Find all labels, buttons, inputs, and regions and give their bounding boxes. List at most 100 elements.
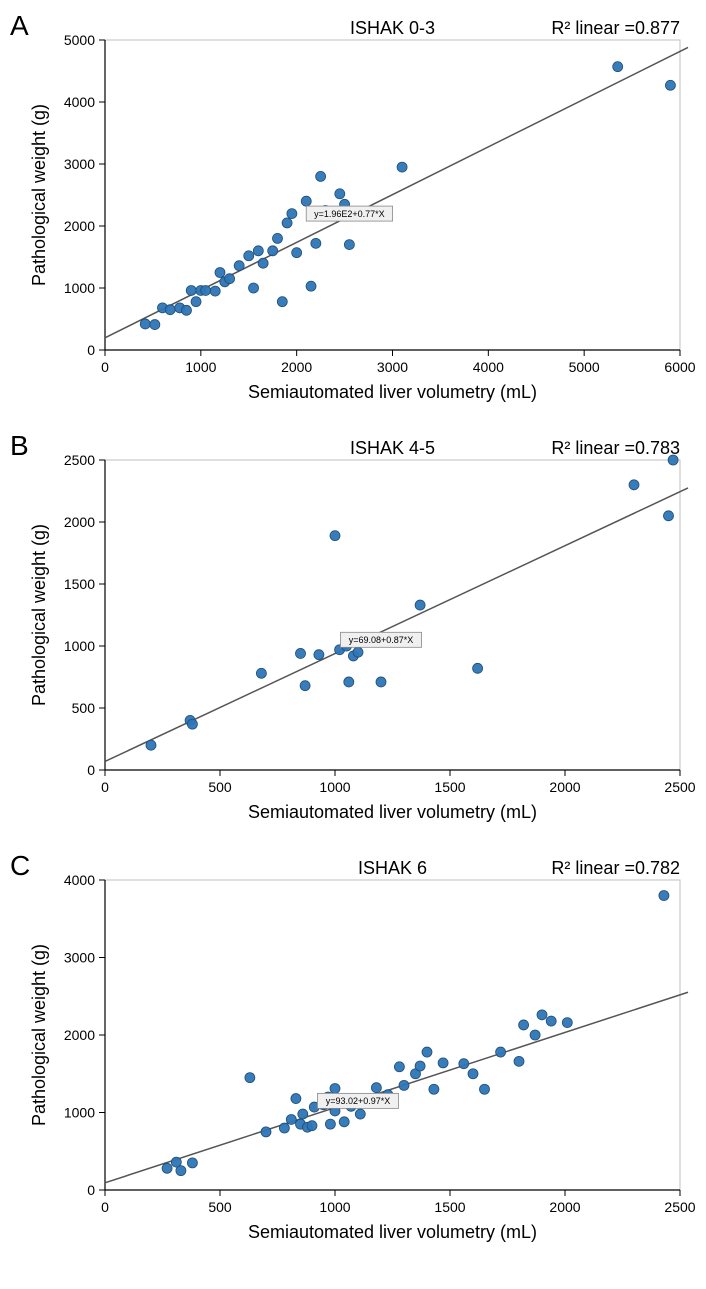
data-point bbox=[514, 1056, 524, 1066]
r-squared-label: R² linear =0.782 bbox=[551, 858, 680, 878]
data-point bbox=[282, 218, 292, 228]
data-point bbox=[664, 511, 674, 521]
data-point bbox=[459, 1059, 469, 1069]
data-point bbox=[629, 480, 639, 490]
data-point bbox=[234, 261, 244, 271]
data-point bbox=[201, 285, 211, 295]
data-point bbox=[339, 1117, 349, 1127]
data-point bbox=[253, 246, 263, 256]
x-tick-label: 3000 bbox=[377, 359, 408, 375]
data-point bbox=[480, 1084, 490, 1094]
data-point bbox=[187, 719, 197, 729]
y-tick-label: 1000 bbox=[64, 1105, 95, 1121]
data-point bbox=[245, 1073, 255, 1083]
y-axis-label: Pathological weight (g) bbox=[29, 524, 49, 706]
data-point bbox=[353, 647, 363, 657]
data-point bbox=[665, 80, 675, 90]
data-point bbox=[300, 681, 310, 691]
x-tick-label: 1000 bbox=[185, 359, 216, 375]
y-tick-label: 3000 bbox=[64, 950, 95, 966]
data-point bbox=[306, 281, 316, 291]
data-point bbox=[298, 1109, 308, 1119]
x-tick-label: 2000 bbox=[549, 1199, 580, 1215]
y-tick-label: 2000 bbox=[64, 218, 95, 234]
x-axis-label: Semiautomated liver volumetry (mL) bbox=[248, 802, 537, 822]
y-tick-label: 1500 bbox=[64, 576, 95, 592]
data-point bbox=[261, 1127, 271, 1137]
data-point bbox=[613, 62, 623, 72]
x-axis-label: Semiautomated liver volumetry (mL) bbox=[248, 382, 537, 402]
x-tick-label: 0 bbox=[101, 1199, 109, 1215]
data-point bbox=[537, 1010, 547, 1020]
data-point bbox=[140, 319, 150, 329]
data-point bbox=[344, 677, 354, 687]
x-tick-label: 500 bbox=[208, 1199, 232, 1215]
y-tick-label: 1000 bbox=[64, 638, 95, 654]
x-tick-label: 500 bbox=[208, 779, 232, 795]
data-point bbox=[187, 1158, 197, 1168]
x-tick-label: 4000 bbox=[473, 359, 504, 375]
x-tick-label: 2000 bbox=[549, 779, 580, 795]
data-point bbox=[165, 305, 175, 315]
data-point bbox=[301, 196, 311, 206]
chart-panel-c: C0500100015002000250001000200030004000y=… bbox=[10, 850, 696, 1250]
data-point bbox=[256, 668, 266, 678]
x-tick-label: 1000 bbox=[319, 779, 350, 795]
x-tick-label: 2500 bbox=[664, 779, 695, 795]
data-point bbox=[316, 171, 326, 181]
data-point bbox=[287, 209, 297, 219]
data-point bbox=[399, 1080, 409, 1090]
data-point bbox=[496, 1047, 506, 1057]
data-point bbox=[314, 650, 324, 660]
data-point bbox=[330, 1083, 340, 1093]
data-point bbox=[249, 283, 259, 293]
data-point bbox=[473, 663, 483, 673]
x-axis-label: Semiautomated liver volumetry (mL) bbox=[248, 1222, 537, 1242]
data-point bbox=[397, 162, 407, 172]
panel-letter: B bbox=[10, 430, 29, 462]
data-point bbox=[415, 1061, 425, 1071]
data-point bbox=[291, 1094, 301, 1104]
x-tick-label: 1500 bbox=[434, 779, 465, 795]
y-tick-label: 2500 bbox=[64, 452, 95, 468]
equation-label: y=69.08+0.87*X bbox=[349, 635, 414, 645]
chart-title: ISHAK 0-3 bbox=[350, 18, 435, 38]
equation-label: y=93.02+0.97*X bbox=[326, 1096, 391, 1106]
y-axis-label: Pathological weight (g) bbox=[29, 104, 49, 286]
data-point bbox=[335, 189, 345, 199]
y-tick-label: 4000 bbox=[64, 872, 95, 888]
chart-title: ISHAK 6 bbox=[358, 858, 427, 878]
r-squared-label: R² linear =0.783 bbox=[551, 438, 680, 458]
data-point bbox=[311, 238, 321, 248]
data-point bbox=[422, 1047, 432, 1057]
data-point bbox=[325, 1119, 335, 1129]
y-tick-label: 2000 bbox=[64, 514, 95, 530]
data-point bbox=[562, 1018, 572, 1028]
data-point bbox=[519, 1020, 529, 1030]
x-tick-label: 1500 bbox=[434, 1199, 465, 1215]
data-point bbox=[258, 258, 268, 268]
chart-title: ISHAK 4-5 bbox=[350, 438, 435, 458]
scatter-chart: 0500100015002000250005001000150020002500… bbox=[10, 430, 696, 830]
y-tick-label: 5000 bbox=[64, 32, 95, 48]
data-point bbox=[181, 305, 191, 315]
y-tick-label: 0 bbox=[87, 762, 95, 778]
x-tick-label: 1000 bbox=[319, 1199, 350, 1215]
scatter-chart: 0100020003000400050006000010002000300040… bbox=[10, 10, 696, 410]
data-point bbox=[225, 274, 235, 284]
data-point bbox=[371, 1083, 381, 1093]
data-point bbox=[429, 1084, 439, 1094]
data-point bbox=[292, 248, 302, 258]
data-point bbox=[546, 1016, 556, 1026]
data-point bbox=[162, 1163, 172, 1173]
data-point bbox=[279, 1123, 289, 1133]
plot-area bbox=[105, 880, 680, 1190]
data-point bbox=[176, 1166, 186, 1176]
y-tick-label: 2000 bbox=[64, 1027, 95, 1043]
data-point bbox=[344, 240, 354, 250]
equation-label: y=1.96E2+0.77*X bbox=[314, 209, 385, 219]
data-point bbox=[296, 648, 306, 658]
data-point bbox=[273, 233, 283, 243]
data-point bbox=[150, 320, 160, 330]
chart-panel-a: A010002000300040005000600001000200030004… bbox=[10, 10, 696, 410]
